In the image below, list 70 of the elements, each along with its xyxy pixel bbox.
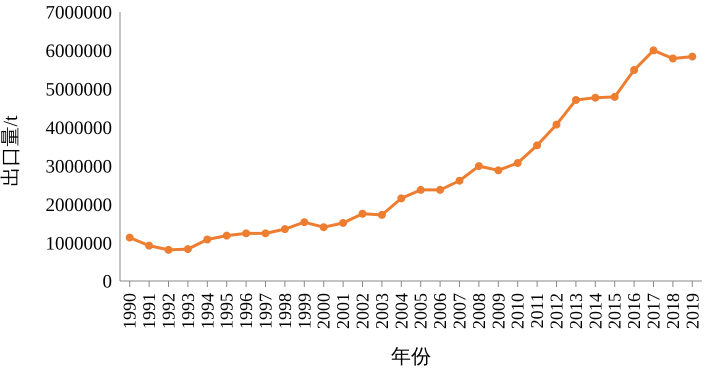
x-tick-label: 2012	[546, 293, 566, 329]
point	[242, 229, 250, 238]
point	[145, 242, 154, 250]
point	[126, 234, 134, 242]
point	[688, 52, 696, 61]
x-tick-label: 1994	[197, 293, 218, 329]
x-tick-label: 1999	[294, 293, 314, 329]
point	[650, 46, 658, 54]
x-tick-label: 1996	[236, 293, 256, 329]
point	[397, 194, 406, 202]
point	[164, 246, 172, 254]
x-tick-label: 2013	[566, 293, 586, 329]
x-axis-title: 年份	[391, 346, 431, 368]
point	[320, 223, 328, 232]
x-tick-label: 2018	[662, 293, 683, 329]
point	[591, 94, 600, 102]
point	[668, 54, 677, 62]
y-tick-label: 4000000	[46, 118, 112, 140]
x-tick-label: 2008	[468, 293, 489, 329]
point	[630, 66, 638, 74]
x-tick-label: 1992	[158, 293, 178, 329]
x-tick-label: 2017	[644, 293, 664, 329]
point	[533, 141, 542, 150]
x-tick-label: 2001	[333, 293, 354, 329]
point	[416, 186, 425, 194]
x-tick-label: 1995	[216, 293, 237, 329]
x-tick-label: 2009	[488, 293, 508, 329]
point	[514, 159, 522, 168]
point	[378, 210, 386, 219]
x-tick-label: 2006	[430, 293, 450, 329]
x-tick-label: 2014	[585, 293, 606, 329]
point	[262, 229, 270, 238]
point	[610, 92, 619, 101]
point	[436, 186, 444, 194]
point	[339, 218, 348, 227]
y-tick-label: 1000000	[46, 233, 112, 254]
x-tick-label: 2007	[450, 293, 470, 329]
point	[203, 235, 212, 244]
point	[280, 225, 289, 234]
y-tick-label: 7000000	[46, 2, 112, 24]
y-tick-label: 2000000	[46, 194, 112, 216]
y-tick-label: 6000000	[46, 41, 112, 62]
x-tick-label: 2005	[410, 293, 431, 329]
x-tick-label: 2010	[508, 293, 528, 329]
point	[184, 245, 192, 254]
point	[572, 96, 580, 104]
point	[300, 218, 308, 226]
point	[474, 162, 483, 170]
x-tick-label: 2004	[391, 293, 412, 329]
x-tick-label: 2002	[352, 293, 372, 329]
x-tick-label: 1993	[178, 293, 198, 329]
x-tick-label: 1998	[274, 293, 295, 329]
y-tick-label: 0	[102, 272, 112, 293]
x-tick-label: 2011	[527, 293, 548, 328]
x-tick-label: 2019	[682, 293, 702, 329]
point	[494, 166, 502, 174]
point	[222, 232, 231, 240]
y-axis-title: 出口量/t	[0, 114, 22, 186]
point	[358, 210, 366, 218]
x-tick-label: 1997	[256, 293, 276, 329]
x-tick-label: 2015	[604, 293, 625, 329]
point	[552, 120, 560, 129]
point	[456, 176, 464, 185]
y-tick-label: 5000000	[46, 80, 112, 101]
x-tick-label: 1990	[120, 293, 140, 329]
x-tick-label: 2016	[624, 293, 644, 329]
x-tick-label: 2000	[314, 293, 334, 329]
y-tick-label: 3000000	[46, 156, 112, 178]
x-tick-label: 1991	[139, 293, 160, 329]
x-tick-label: 2003	[372, 293, 392, 329]
